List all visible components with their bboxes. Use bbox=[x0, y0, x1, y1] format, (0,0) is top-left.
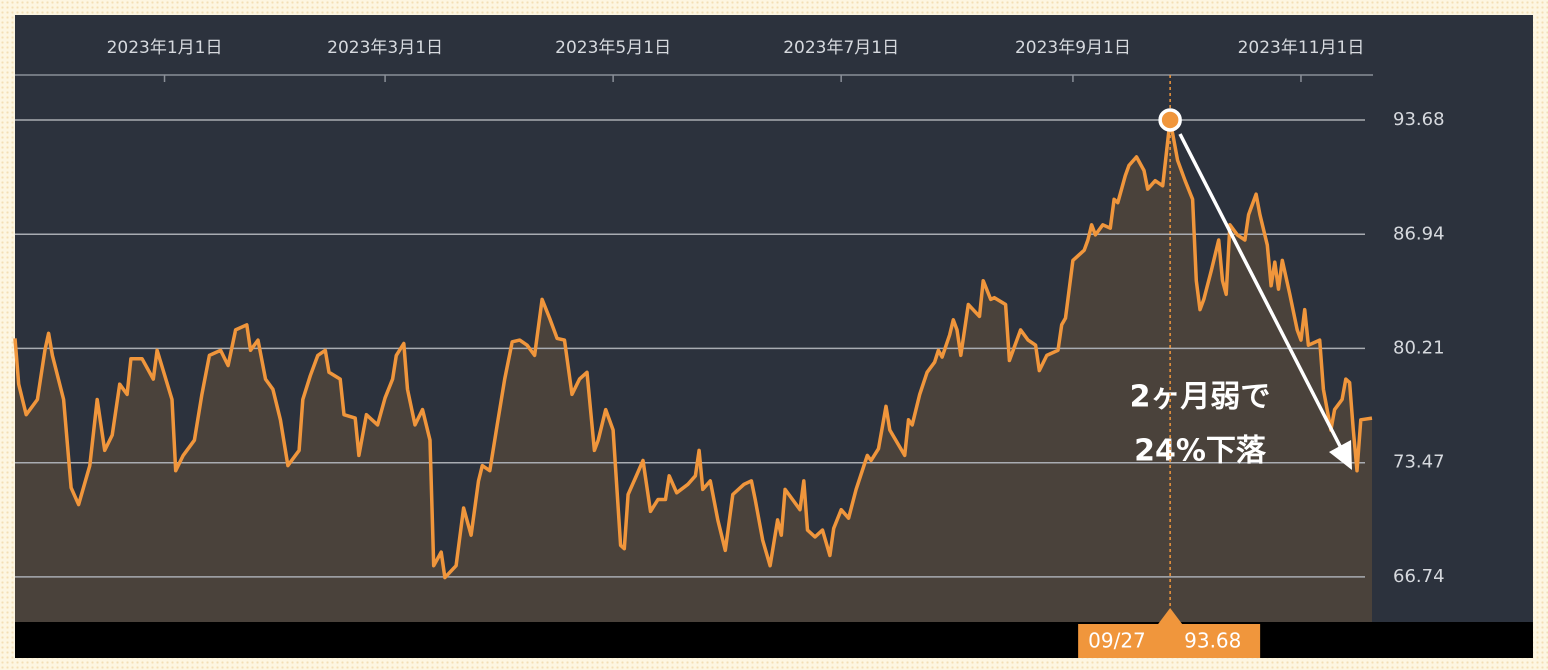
line-layer bbox=[13, 118, 1373, 580]
x-tick-label: 2023年7月1日 bbox=[783, 38, 899, 58]
x-tick-label: 2023年11月1日 bbox=[1238, 38, 1365, 58]
x-tick-label: 2023年1月1日 bbox=[107, 38, 223, 58]
y-tick-label: 93.68 bbox=[1393, 109, 1445, 130]
tooltip-value: 93.68 bbox=[1184, 629, 1241, 653]
tooltip-box bbox=[1078, 624, 1261, 658]
tooltip-pointer bbox=[1158, 608, 1183, 624]
highlight-point bbox=[1158, 108, 1182, 132]
x-tick-label: 2023年5月1日 bbox=[555, 38, 671, 58]
arrow bbox=[1178, 133, 1352, 470]
footer-bar bbox=[15, 622, 1533, 658]
overlay-layer: 66.74 73.47 80.21 86.94 93.68 2023年1月1日 2023年3… bbox=[107, 38, 1445, 658]
arrow-head bbox=[1329, 440, 1352, 470]
line bbox=[13, 118, 1373, 580]
arrow-shaft bbox=[1178, 133, 1344, 451]
grid-layer bbox=[15, 119, 1365, 578]
y-tick-label: 86.94 bbox=[1393, 223, 1445, 244]
area-layer bbox=[15, 119, 1372, 623]
annotation: 24%下落 bbox=[1134, 434, 1267, 469]
tooltip-date: 09/27 bbox=[1088, 629, 1146, 653]
y-tick-label: 80.21 bbox=[1393, 337, 1445, 358]
x-tick-label: 2023年3月1日 bbox=[327, 38, 443, 58]
area bbox=[15, 119, 1372, 623]
x-tick-label: 2023年9月1日 bbox=[1015, 38, 1131, 58]
y-tick-label: 73.47 bbox=[1393, 452, 1445, 473]
annotation: 2ヶ月弱で bbox=[1130, 380, 1271, 415]
y-tick-label: 66.74 bbox=[1393, 566, 1445, 587]
